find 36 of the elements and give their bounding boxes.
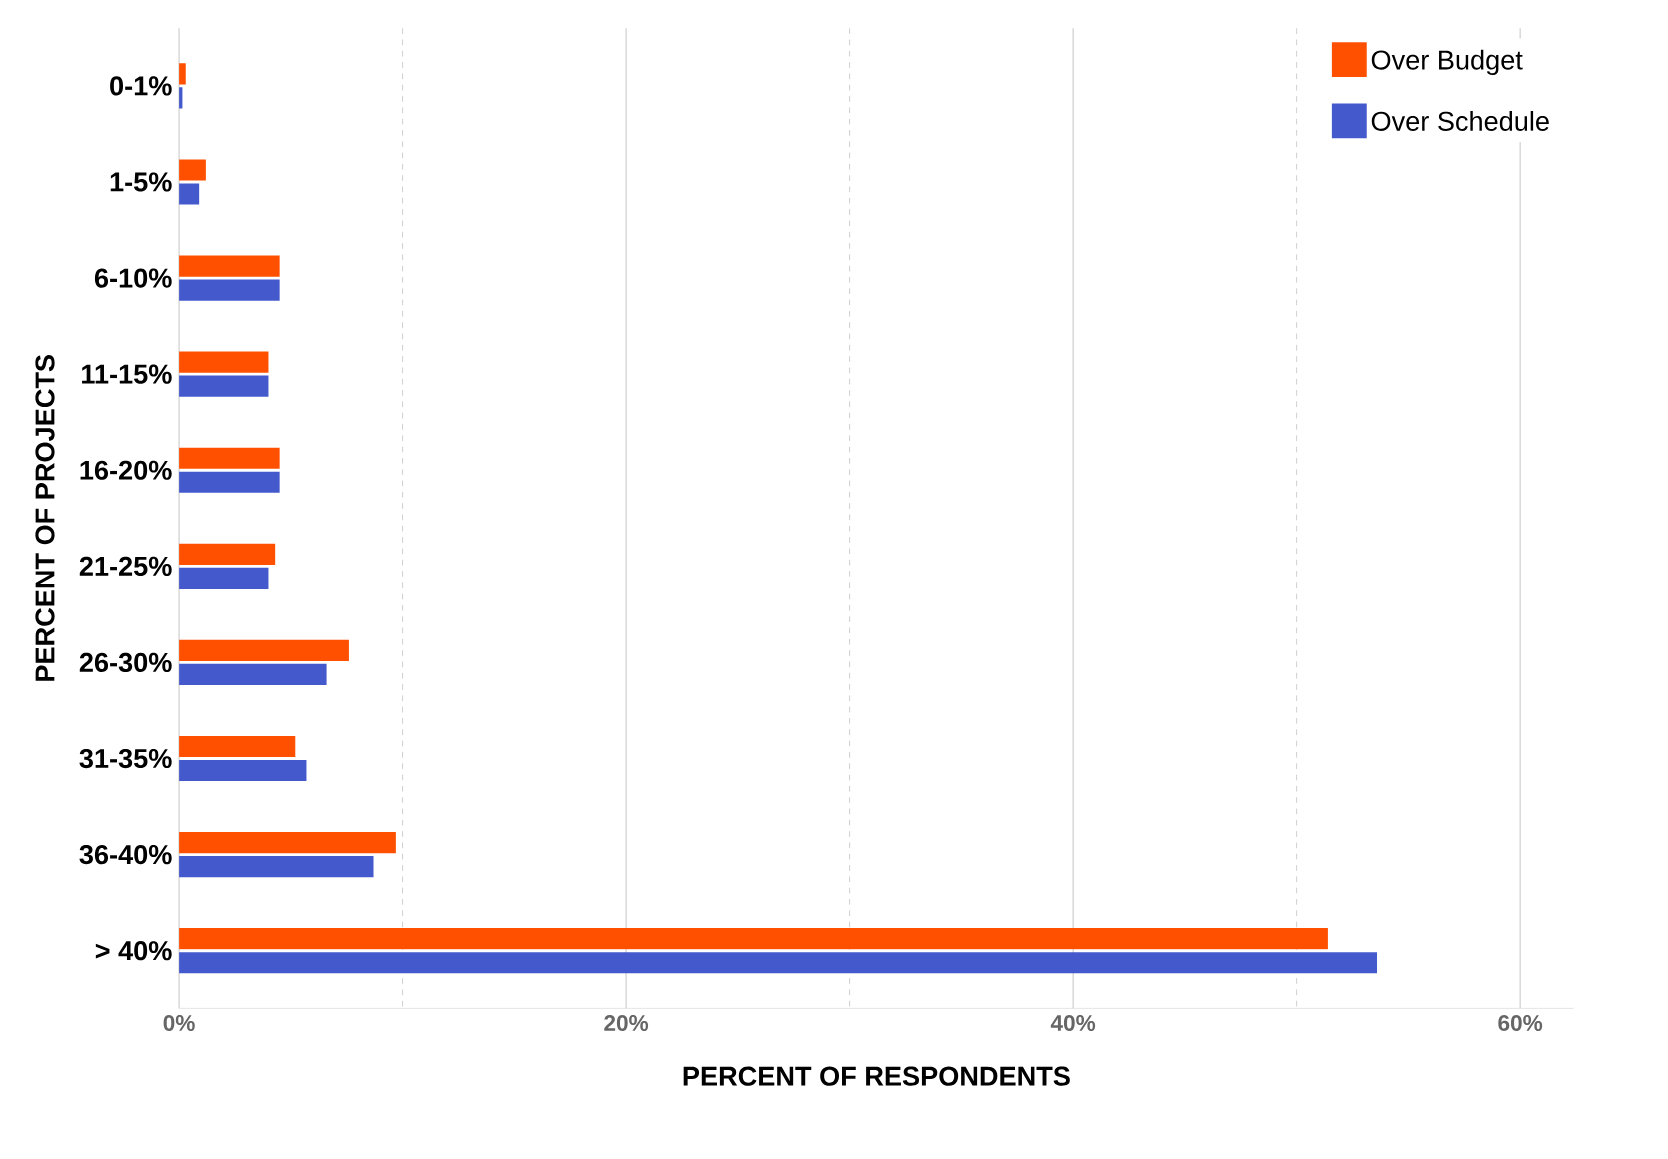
y-tick-label: 11-15% [82, 364, 172, 384]
bar [179, 567, 269, 589]
bar [179, 279, 280, 301]
bar [179, 351, 269, 373]
bar [179, 375, 269, 397]
x-tick-label: 40% [1050, 1014, 1096, 1031]
y-tick-label: 36-40% [79, 844, 172, 865]
bar [179, 639, 349, 661]
y-tick-label: 31-35% [79, 748, 172, 769]
y-axis-title: PERCENT OF PROJECTS [35, 354, 55, 681]
bar [179, 255, 280, 277]
x-tick-label: 20% [604, 1014, 649, 1031]
bar [179, 543, 276, 565]
bar [179, 447, 280, 469]
bar [179, 183, 200, 205]
bar [179, 856, 374, 878]
bar [179, 952, 1378, 974]
y-tick-label: 1-5% [110, 172, 172, 192]
x-tick-label: 0% [163, 1014, 195, 1031]
y-tick-label: 16-20% [80, 460, 172, 480]
bar [179, 471, 280, 493]
bar [179, 928, 1328, 950]
y-tick-label: 26-30% [79, 652, 172, 672]
legend-label: Over Budget [1371, 49, 1523, 75]
bar [179, 759, 307, 782]
x-axis-title: PERCENT OF RESPONDENTS [683, 1066, 1070, 1086]
y-tick-label: 6-10% [94, 268, 172, 288]
bar [179, 159, 206, 181]
bar [179, 663, 327, 685]
bar [179, 831, 396, 854]
y-tick-label: 0-1% [110, 76, 172, 96]
y-tick-label: 21-25% [79, 556, 172, 576]
legend-label: Over Schedule [1371, 110, 1549, 131]
y-tick-label: > 40% [95, 941, 172, 961]
x-tick-label: 60% [1498, 1014, 1543, 1031]
bar [179, 735, 296, 758]
